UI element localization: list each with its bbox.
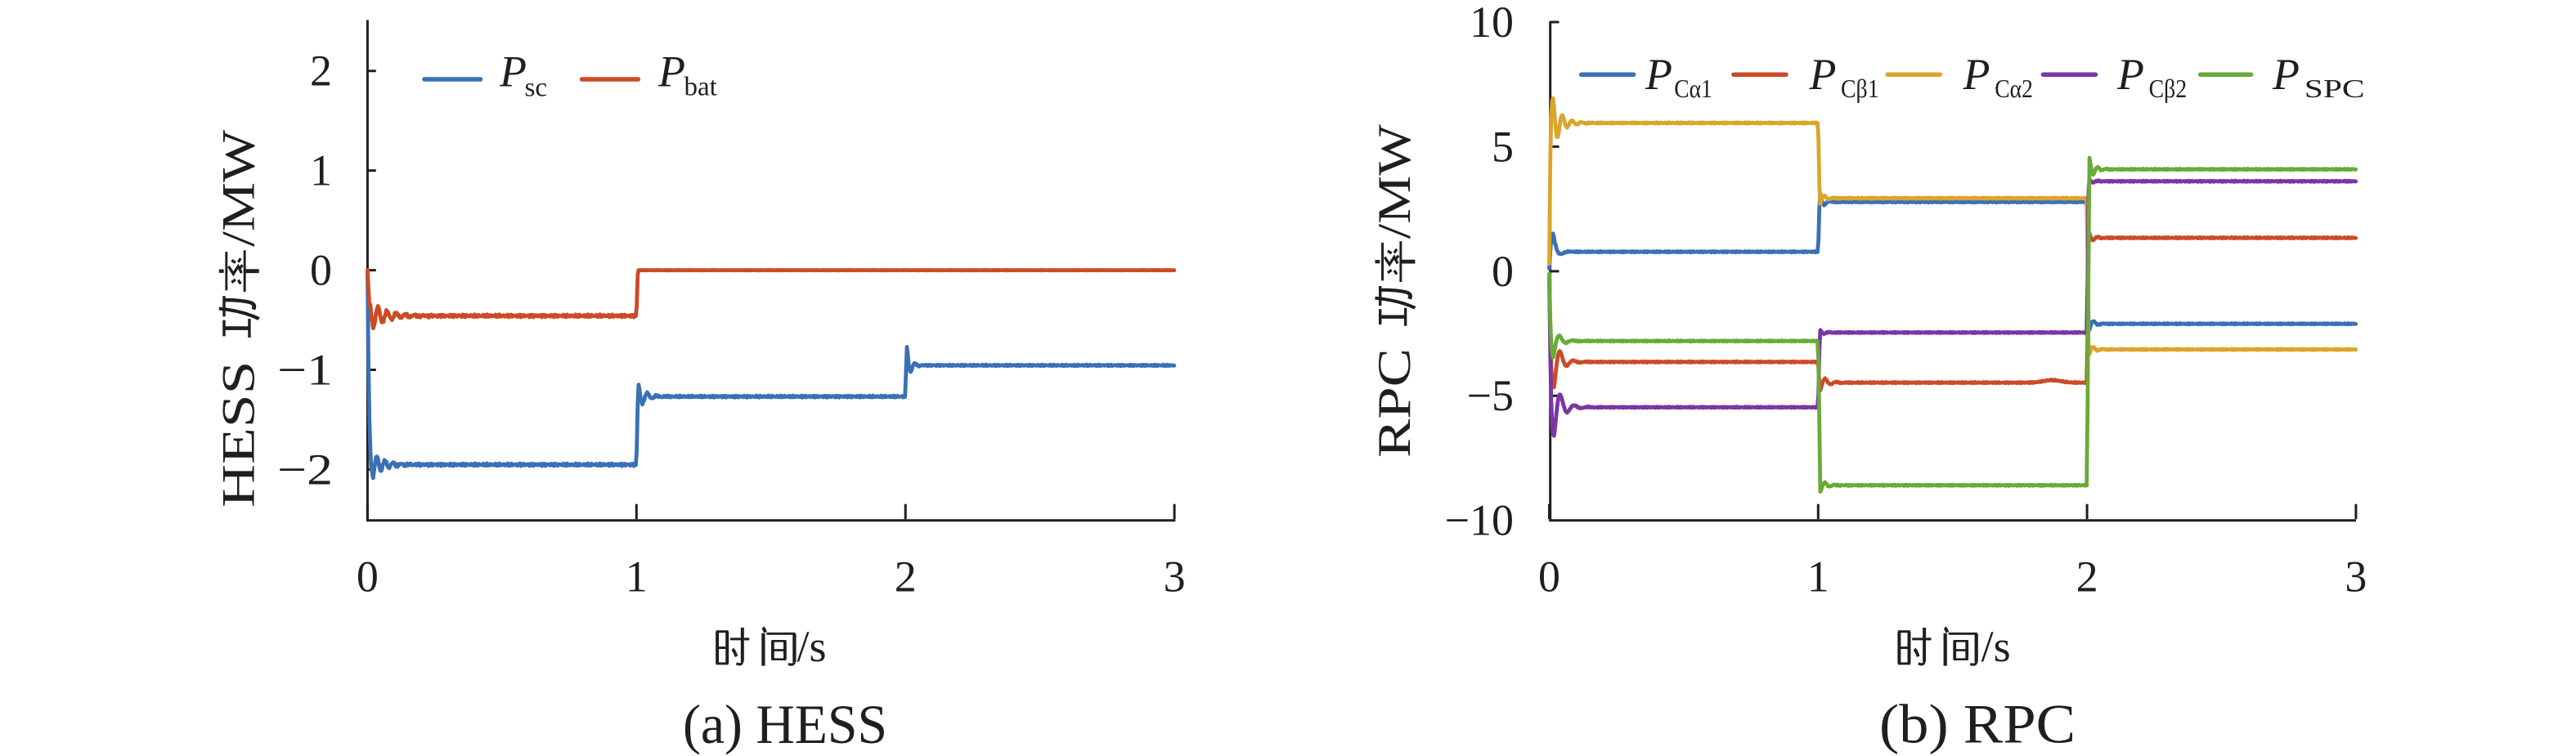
svg-text:(b) RPC: (b) RPC [1879, 694, 2076, 755]
svg-text:P: P [657, 47, 685, 96]
svg-text:P: P [2272, 50, 2300, 99]
svg-text:sc: sc [525, 74, 548, 103]
svg-text:10: 10 [1470, 0, 1514, 47]
svg-text:Cβ2: Cβ2 [2149, 74, 2188, 103]
svg-text:/s: /s [797, 622, 827, 671]
svg-text:2: 2 [2076, 552, 2098, 601]
svg-text:Cα1: Cα1 [1674, 74, 1712, 103]
svg-text:3: 3 [1164, 552, 1186, 601]
svg-text:(a) HESS: (a) HESS [683, 694, 887, 755]
svg-text:RPC: RPC [1369, 348, 1420, 458]
svg-text:0: 0 [357, 552, 379, 601]
svg-text:HESS: HESS [213, 361, 264, 508]
svg-text:0: 0 [1492, 247, 1514, 296]
svg-text:1: 1 [626, 552, 648, 601]
svg-text:−5: −5 [1467, 371, 1514, 420]
svg-text:1: 1 [310, 146, 332, 195]
svg-text:0: 0 [1538, 552, 1560, 601]
svg-text:P: P [1809, 50, 1837, 99]
svg-text:1: 1 [1807, 552, 1829, 601]
svg-text:3: 3 [2345, 552, 2367, 601]
svg-text:P: P [499, 47, 527, 96]
svg-text:/s: /s [1981, 622, 2011, 671]
svg-text:0: 0 [310, 246, 332, 295]
svg-text:P: P [2116, 50, 2144, 99]
svg-text:−1: −1 [277, 345, 333, 394]
svg-text:bat: bat [684, 73, 717, 102]
svg-text:2: 2 [895, 552, 917, 601]
svg-text:P: P [1645, 50, 1672, 99]
svg-text:P: P [1963, 50, 1990, 99]
svg-text:SPC: SPC [2304, 74, 2365, 103]
svg-text:Cα2: Cα2 [1995, 74, 2033, 103]
svg-text:/MW: /MW [1369, 123, 1420, 239]
svg-text:−10: −10 [1445, 496, 1514, 545]
svg-text:2: 2 [310, 47, 332, 96]
svg-text:/MW: /MW [213, 129, 264, 247]
svg-text:5: 5 [1492, 122, 1514, 171]
svg-text:Cβ1: Cβ1 [1841, 74, 1879, 103]
svg-text:−2: −2 [277, 445, 333, 494]
